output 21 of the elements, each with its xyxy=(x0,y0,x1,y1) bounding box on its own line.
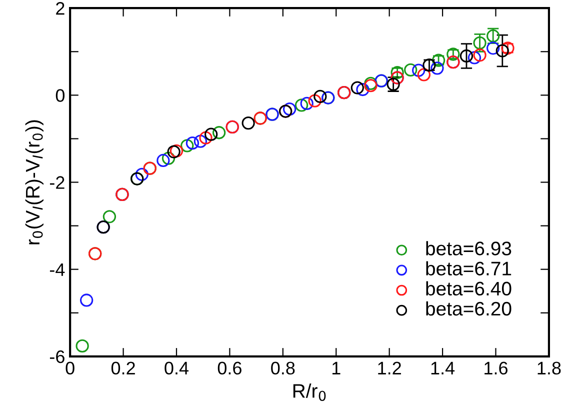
x-tick-label: 0 xyxy=(66,362,74,375)
text: r$_{0}$(V$_{I}$(R)-V$_{I}$(r$_{0}$)) xyxy=(25,120,44,244)
legend-label: beta=6.71 xyxy=(426,261,512,276)
x-tick-label: 0.6 xyxy=(218,362,242,375)
x-tick-label: 1 xyxy=(332,362,340,374)
x-tick-label: 1.2 xyxy=(378,362,401,374)
legend-label: beta=6.20 xyxy=(426,301,512,316)
y-tick-label: 0 xyxy=(56,89,65,102)
x-tick-label: 0.2 xyxy=(111,362,135,375)
legend-label: beta=6.93 xyxy=(426,241,512,256)
x-tick-label: 0.8 xyxy=(271,362,295,375)
x-tick-label: 0.4 xyxy=(164,362,189,375)
x-tick-label: 1.8 xyxy=(538,362,561,375)
y-tick-label: -4 xyxy=(50,263,65,276)
x-axis-title: R/r$_{0}$ xyxy=(293,384,326,402)
x-tick-label: 1.4 xyxy=(431,362,455,374)
x-tick-label: 1.6 xyxy=(484,362,508,375)
y-tick-label: 2 xyxy=(56,2,64,15)
legend-label: beta=6.40 xyxy=(426,281,512,296)
y-tick-label: -6 xyxy=(50,350,64,364)
y-tick-label: -2 xyxy=(50,176,64,189)
